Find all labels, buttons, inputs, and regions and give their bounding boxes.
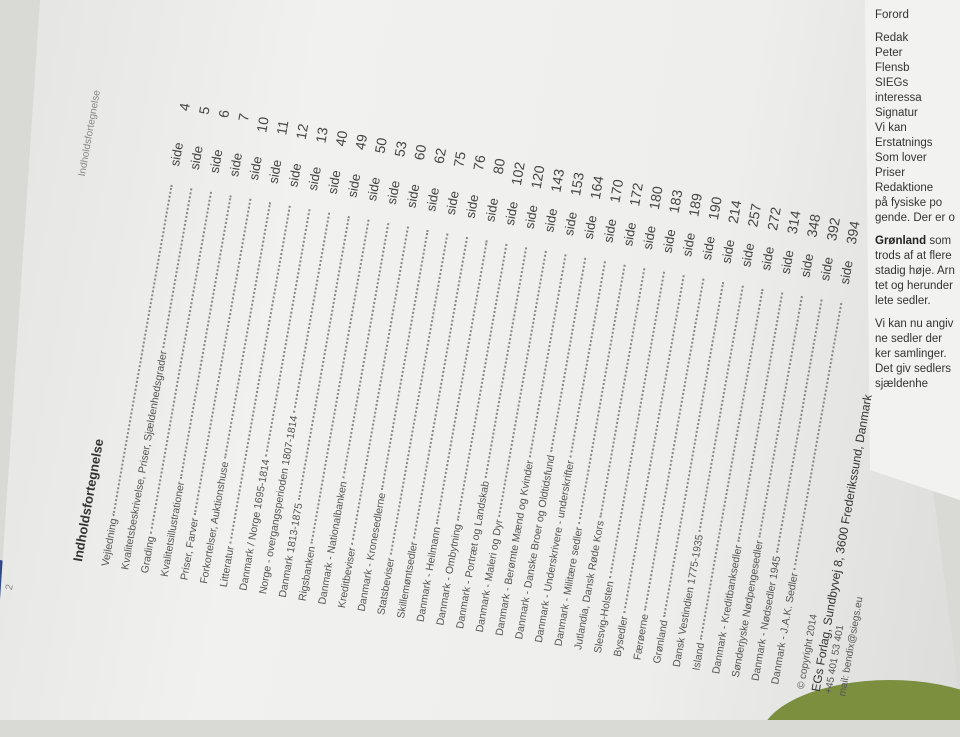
text-fragment: Som lover <box>875 152 927 164</box>
groenland-paragraph: Grønland som trods af at flere stadig hø… <box>875 234 955 309</box>
text-fragment: gende. Der er o <box>875 212 955 224</box>
opposite-fragments: Redak Peter Flensb SIEGs interessa Signatur Vi… <box>875 31 955 226</box>
text-fragment: Flensb <box>875 62 910 74</box>
text-fragment: Signatur <box>875 107 918 119</box>
text-fragment: Priser <box>875 167 906 179</box>
text-fragment: Vi kan <box>875 122 907 134</box>
text-fragment: på fysiske po <box>875 197 943 209</box>
text-fragment: Redak <box>875 32 909 44</box>
text-fragment: interessa <box>875 92 922 104</box>
right-page <box>865 0 960 500</box>
opposite-page-text: Forord Redak Peter Flensb SIEGs interessa Sig… <box>875 8 955 400</box>
entry-title: Island <box>690 641 708 672</box>
last-paragraph: Vi kan nu angiv ne sedler der ker samlin… <box>875 318 954 390</box>
text-fragment: Redaktione <box>875 182 934 194</box>
left-page <box>0 0 960 720</box>
text-fragment: Peter <box>875 47 903 59</box>
text-fragment: Erstatnings <box>875 137 933 149</box>
text-fragment: SIEGs <box>875 77 909 89</box>
groenland-title: Grønland <box>875 235 927 247</box>
opposite-header: Forord <box>875 9 909 21</box>
groenland-text: som trods af at flere stadig høje. Arn t… <box>875 235 955 307</box>
entry-title: Grading <box>138 535 158 575</box>
